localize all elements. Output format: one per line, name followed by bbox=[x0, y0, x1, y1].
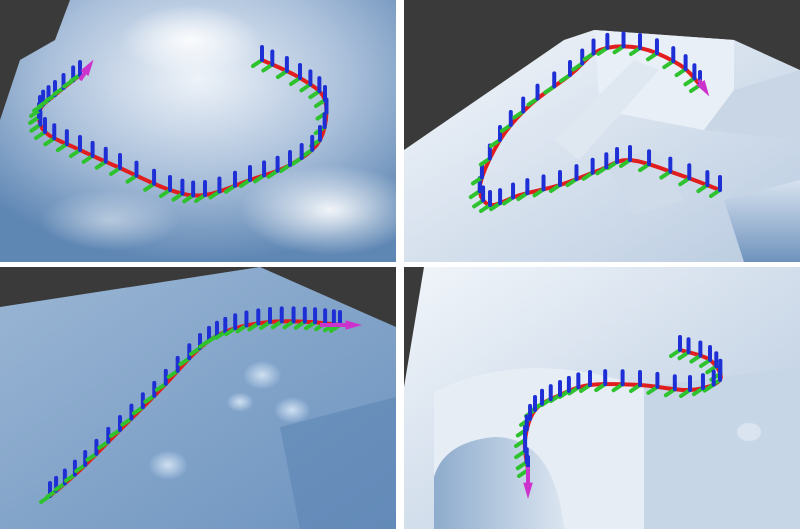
panel-bottom-left bbox=[0, 267, 396, 529]
shadow-region bbox=[724, 180, 800, 262]
platform-top bbox=[594, 30, 734, 130]
wall-block bbox=[644, 367, 800, 529]
bump bbox=[148, 450, 188, 480]
terrain-scene-1 bbox=[0, 0, 396, 262]
trajectory bbox=[39, 306, 362, 504]
trajectory bbox=[28, 45, 329, 204]
trajectory bbox=[468, 31, 722, 213]
platform-side bbox=[704, 70, 800, 140]
terrain-peak bbox=[120, 5, 260, 75]
slope-shadow bbox=[280, 397, 396, 529]
bump bbox=[226, 392, 254, 412]
terrain-hill bbox=[240, 165, 396, 255]
bump bbox=[274, 397, 310, 423]
arch-opening bbox=[434, 437, 564, 529]
bump bbox=[737, 423, 761, 441]
terrain-scene-4 bbox=[404, 267, 800, 529]
goal-arrow-head bbox=[696, 80, 710, 97]
arch-block bbox=[434, 368, 644, 529]
goal-arrow-head bbox=[80, 59, 94, 76]
ramp bbox=[554, 60, 659, 160]
terrain-hill bbox=[40, 190, 180, 250]
panel-bottom-right bbox=[404, 267, 800, 529]
goal-arrow-head bbox=[523, 482, 533, 499]
bump bbox=[242, 360, 282, 390]
terrain-scene-3 bbox=[0, 267, 396, 529]
panel-top-left bbox=[0, 0, 396, 262]
trajectory bbox=[514, 335, 723, 499]
terrain-scene-2 bbox=[404, 0, 800, 262]
panel-top-right bbox=[404, 0, 800, 262]
goal-arrow-head bbox=[345, 320, 362, 330]
